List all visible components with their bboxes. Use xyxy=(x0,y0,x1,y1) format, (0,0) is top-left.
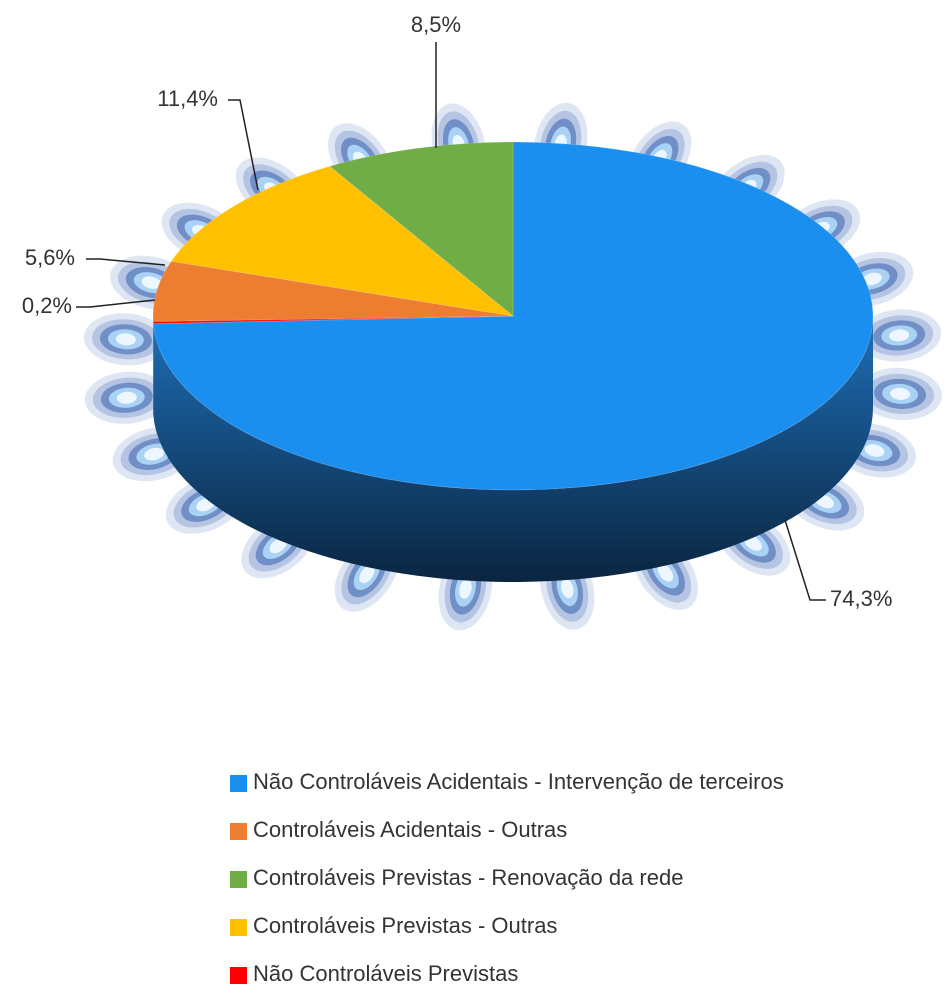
legend-swatch xyxy=(230,919,247,936)
legend-label: Não Controláveis Acidentais - Intervençã… xyxy=(253,769,784,794)
data-label: 0,2% xyxy=(22,293,72,318)
data-label: 11,4% xyxy=(157,86,218,111)
data-label: 74,3% xyxy=(830,586,892,611)
legend-label: Controláveis Acidentais - Outras xyxy=(253,817,567,842)
legend-label: Controláveis Previstas - Renovação da re… xyxy=(253,865,683,890)
legend-swatch xyxy=(230,823,247,840)
data-label: 5,6% xyxy=(25,245,75,270)
data-label: 8,5% xyxy=(411,12,461,37)
legend-swatch xyxy=(230,871,247,888)
leader-line xyxy=(785,520,826,600)
legend-label: Controláveis Previstas - Outras xyxy=(253,913,557,938)
legend: Não Controláveis Acidentais - Intervençã… xyxy=(230,769,784,986)
chart: 74,3% 0,2% 5,6% 11,4% 8,5% Não Controláveis … xyxy=(0,0,944,986)
pie-top xyxy=(153,142,873,490)
legend-swatch xyxy=(230,967,247,984)
legend-label: Não Controláveis Previstas xyxy=(253,961,518,986)
legend-swatch xyxy=(230,775,247,792)
